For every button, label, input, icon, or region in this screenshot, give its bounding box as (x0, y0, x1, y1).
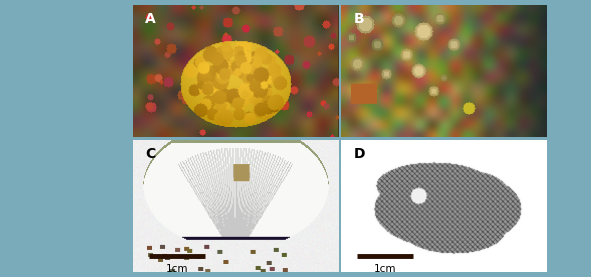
Text: 1cm: 1cm (374, 264, 397, 274)
Text: A: A (145, 12, 156, 25)
Text: 1cm: 1cm (166, 264, 189, 274)
Text: D: D (353, 147, 365, 161)
Text: B: B (353, 12, 364, 25)
Text: C: C (145, 147, 155, 161)
